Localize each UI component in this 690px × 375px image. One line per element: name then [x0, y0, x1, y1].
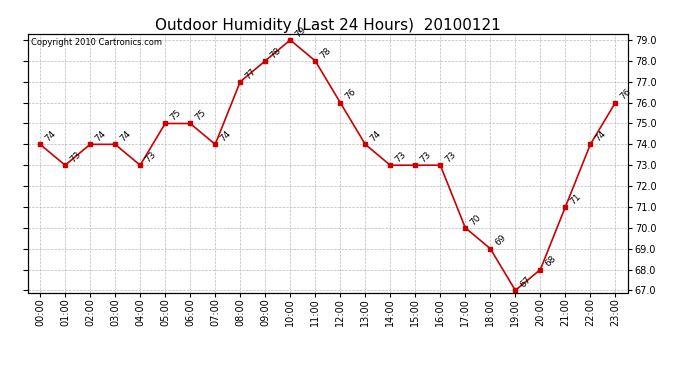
Text: 76: 76: [343, 87, 357, 102]
Text: 73: 73: [68, 150, 82, 164]
Title: Outdoor Humidity (Last 24 Hours)  20100121: Outdoor Humidity (Last 24 Hours) 2010012…: [155, 18, 501, 33]
Text: 75: 75: [193, 108, 208, 123]
Text: 78: 78: [318, 46, 333, 60]
Text: 74: 74: [93, 129, 108, 144]
Text: 74: 74: [118, 129, 132, 144]
Text: 73: 73: [418, 150, 433, 164]
Text: Copyright 2010 Cartronics.com: Copyright 2010 Cartronics.com: [30, 38, 161, 46]
Text: 73: 73: [393, 150, 408, 164]
Text: 71: 71: [568, 192, 582, 206]
Text: 73: 73: [143, 150, 157, 164]
Text: 78: 78: [268, 46, 282, 60]
Text: 74: 74: [593, 129, 608, 144]
Text: 68: 68: [543, 254, 558, 269]
Text: 75: 75: [168, 108, 182, 123]
Text: 74: 74: [43, 129, 57, 144]
Text: 74: 74: [218, 129, 233, 144]
Text: 70: 70: [468, 213, 482, 227]
Text: 77: 77: [243, 66, 257, 81]
Text: 69: 69: [493, 233, 508, 248]
Text: 79: 79: [293, 25, 308, 39]
Text: 76: 76: [618, 87, 633, 102]
Text: 74: 74: [368, 129, 382, 144]
Text: 67: 67: [518, 275, 533, 290]
Text: 73: 73: [443, 150, 457, 164]
